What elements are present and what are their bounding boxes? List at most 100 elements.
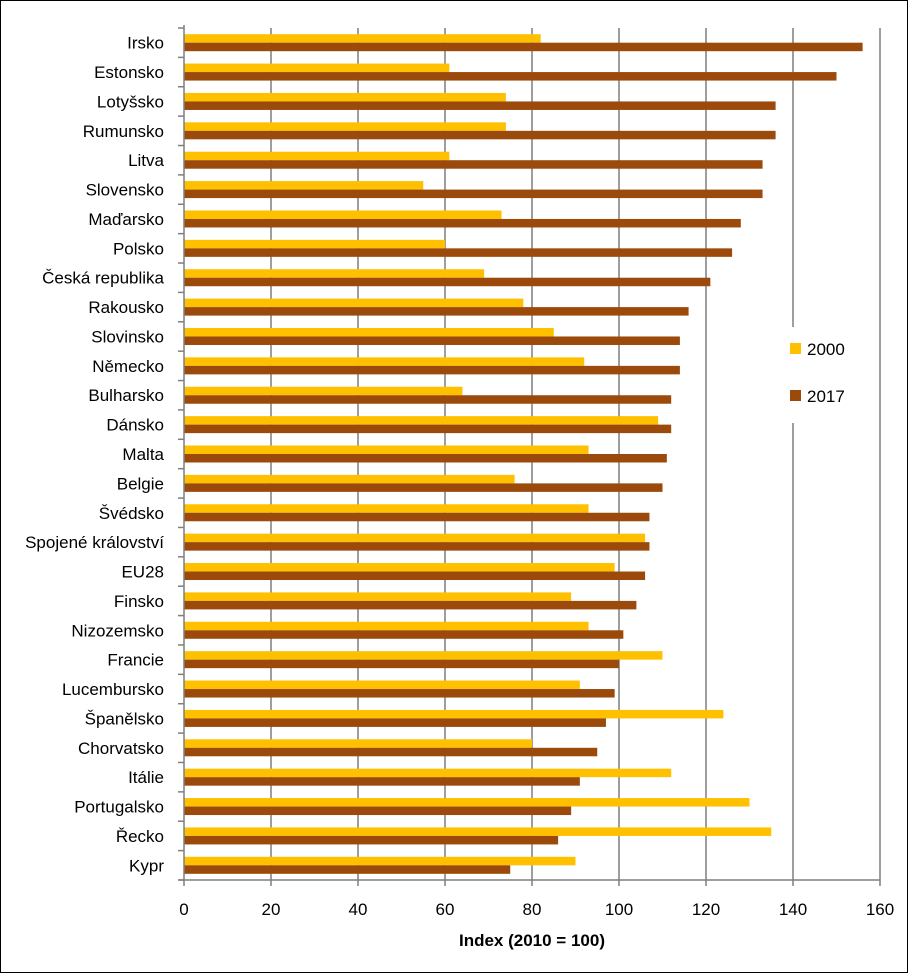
bar-2017-7 [184,248,733,257]
category-labels: Irsko Estonsko Lotyšsko Rumunsko Litva Sloven… [25,34,164,876]
category-label: Slovensko [86,181,164,200]
bar-2000-12 [184,386,463,396]
tick-label-40: 40 [349,900,368,919]
bar-2000-1 [184,63,450,73]
tick-label-20: 20 [262,900,281,919]
bar-2000-10 [184,327,554,337]
category-label: Nizozemsko [71,621,164,640]
bar-2017-2 [184,101,776,110]
bar-2017-12 [184,395,672,404]
category-label: Spojené království [25,533,164,552]
legend-swatch-2000 [790,343,801,354]
bar-2017-26 [184,806,572,816]
category-label: EU28 [121,563,164,582]
bar-2017-13 [184,424,672,434]
bar-2000-27 [184,827,772,836]
bar-2017-10 [184,336,680,345]
bar-2000-9 [184,298,524,308]
bar-2000-16 [184,504,589,513]
bar-2000-17 [184,533,646,543]
bar-2017-17 [184,542,650,551]
category-label: Irsko [127,34,164,53]
bar-2017-3 [184,130,776,140]
bar-2000-21 [184,651,663,660]
category-label: Lucembursko [62,680,164,699]
category-label: Rakousko [88,298,164,317]
bar-2017-22 [184,689,615,698]
bars [184,34,863,874]
category-label: Řecko [116,827,164,846]
bar-2000-13 [184,416,659,425]
bar-2000-18 [184,563,615,572]
category-label: Španělsko [85,709,164,728]
category-label: Polsko [113,239,164,258]
bar-2017-5 [184,189,763,199]
tick-label-100: 100 [605,900,633,919]
tick-label-80: 80 [523,900,542,919]
bar-2000-11 [184,357,585,366]
x-axis-title: Index (2010 = 100) [459,931,605,950]
category-label: Estonsko [94,63,164,82]
bar-2000-26 [184,798,750,807]
bar-2000-7 [184,239,445,249]
legend: 2000 2017 [785,327,851,423]
bar-2000-5 [184,181,424,190]
bar-2017-27 [184,835,559,845]
category-label: Belgie [117,474,164,493]
tick-labels: 0 20 40 60 80 100 120 140 160 [179,900,894,919]
bar-2017-11 [184,365,680,375]
category-label: Slovinsko [91,327,164,346]
category-label: Česká republika [42,269,164,288]
category-label: Bulharsko [88,386,164,405]
category-label: Lotyšsko [97,92,164,111]
category-label: Maďarsko [88,210,164,229]
bar-2000-23 [184,709,724,719]
bar-2017-21 [184,659,619,669]
tick-label-60: 60 [436,900,455,919]
category-label: Finsko [114,592,164,611]
legend-label-2000: 2000 [807,340,845,359]
bar-2000-2 [184,92,506,102]
bar-2000-25 [184,768,672,778]
bar-2017-18 [184,571,646,581]
bar-2017-8 [184,277,711,287]
bar-2017-9 [184,307,689,316]
bar-2000-4 [184,151,450,161]
bar-2017-1 [184,72,837,81]
category-label: Kypr [129,856,164,875]
bar-2017-23 [184,718,606,727]
bar-2000-15 [184,474,515,484]
bar-2000-6 [184,210,502,219]
bar-2017-0 [184,42,863,52]
bar-2017-24 [184,747,598,757]
category-label: Švédsko [99,504,164,523]
bar-2000-22 [184,680,580,690]
bar-2017-25 [184,777,580,786]
bar-2017-14 [184,454,667,463]
tick-label-0: 0 [179,900,188,919]
bar-2000-19 [184,592,572,601]
bar-2000-28 [184,856,576,866]
category-label: Malta [122,445,164,464]
bar-2017-20 [184,630,624,639]
tick-label-140: 140 [779,900,807,919]
category-label: Portugalsko [74,798,164,817]
category-label: Itálie [128,768,164,787]
bar-2000-0 [184,34,541,43]
bar-2000-20 [184,621,589,631]
category-label: Německo [92,357,164,376]
tick-label-120: 120 [692,900,720,919]
x-axis [178,25,881,886]
bar-2017-4 [184,160,763,169]
bar-2017-28 [184,865,511,874]
legend-label-2017: 2017 [807,387,845,406]
category-label: Rumunsko [83,122,164,141]
bar-2000-24 [184,739,532,748]
bar-2017-6 [184,218,741,228]
category-label: Francie [107,651,164,670]
bar-2000-3 [184,122,506,131]
tick-label-160: 160 [866,900,894,919]
bar-2000-14 [184,445,589,454]
bar-2017-15 [184,483,663,492]
